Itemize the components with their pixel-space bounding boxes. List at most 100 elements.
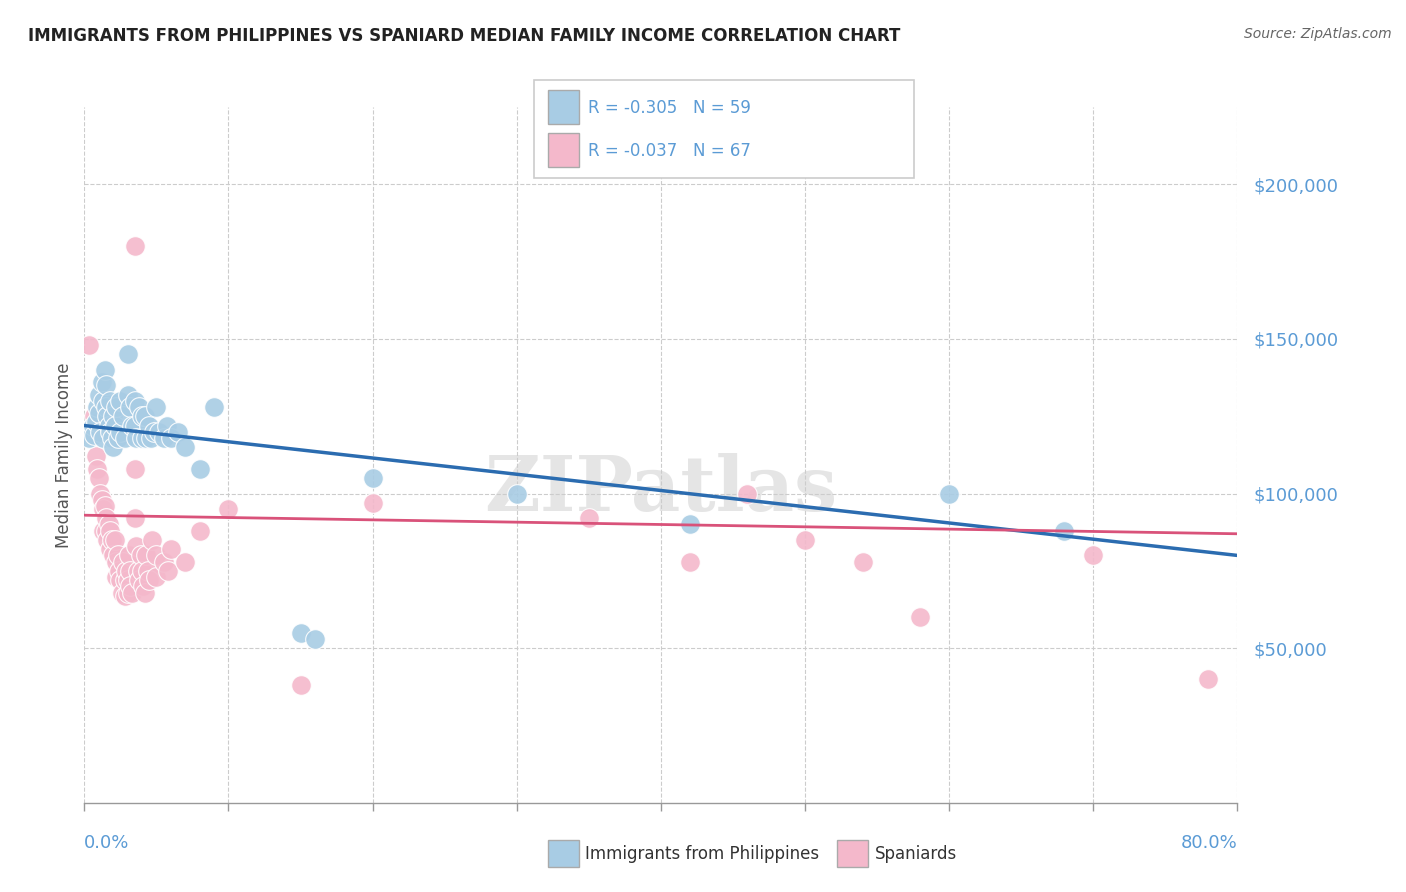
Point [138,418,160,433]
Y-axis label: Median Family Income: Median Family Income [55,362,73,548]
Point [134,409,156,424]
Point [110,425,132,439]
Point [156,564,179,578]
Text: Spaniards: Spaniards [875,845,956,863]
Point [135,549,157,563]
Point [188,462,211,476]
Point [89,425,111,439]
Point [160,542,183,557]
Point [142,425,165,439]
Point [89,486,111,500]
Point [103,409,124,424]
Point [103,440,124,454]
Point [506,486,529,500]
Point [134,585,156,599]
Point [124,418,146,433]
Text: ZIPatlas: ZIPatlas [484,453,838,526]
Point [91,393,114,408]
Point [100,533,122,547]
Point [141,533,163,547]
Point [97,418,120,433]
Point [145,570,167,584]
Point [87,406,110,420]
Point [94,524,117,538]
Point [131,409,153,424]
Point [120,579,142,593]
Point [132,579,155,593]
Text: IMMIGRANTS FROM PHILIPPINES VS SPANIARD MEDIAN FAMILY INCOME CORRELATION CHART: IMMIGRANTS FROM PHILIPPINES VS SPANIARD … [28,27,900,45]
Point [1053,524,1076,538]
Point [77,338,100,352]
Point [94,511,117,525]
Point [678,555,700,569]
Point [94,378,117,392]
Point [105,555,128,569]
Point [217,502,239,516]
Point [112,555,135,569]
Point [129,549,152,563]
Point [120,564,142,578]
Point [174,440,197,454]
Point [118,549,141,563]
Point [361,471,384,485]
Point [83,409,105,424]
Point [91,524,114,538]
Point [578,511,600,525]
Point [908,610,931,624]
Point [104,533,127,547]
Point [131,564,153,578]
Point [91,502,114,516]
Point [202,400,225,414]
Point [148,425,170,439]
Point [87,471,110,485]
Point [98,524,121,538]
Point [124,239,146,253]
Point [83,427,105,442]
Point [1197,672,1219,686]
Text: R = -0.305   N = 59: R = -0.305 N = 59 [588,99,751,117]
Point [124,462,146,476]
Point [125,539,148,553]
Point [145,400,167,414]
Point [108,564,131,578]
Point [121,418,143,433]
Text: Source: ZipAtlas.com: Source: ZipAtlas.com [1244,27,1392,41]
Point [87,387,110,401]
Point [117,347,139,361]
Point [91,431,114,445]
Point [114,431,136,445]
Point [737,486,759,500]
Point [167,425,190,439]
Point [128,573,150,587]
Point [110,393,132,408]
Point [111,585,134,599]
Point [112,409,135,424]
Point [98,542,121,557]
Point [135,431,157,445]
Text: 80.0%: 80.0% [1181,834,1237,852]
Point [77,431,100,445]
Point [188,524,211,538]
Point [124,511,146,525]
Point [97,517,120,532]
Point [93,363,115,377]
Point [94,400,117,414]
Point [136,564,159,578]
Point [152,555,174,569]
Point [117,585,139,599]
Point [98,393,121,408]
Point [678,517,700,532]
Point [90,376,112,390]
Point [128,400,150,414]
Point [160,431,183,445]
Point [84,450,107,464]
Point [124,393,146,408]
Point [103,549,124,563]
Point [100,431,122,445]
Point [90,492,112,507]
Point [105,570,128,584]
Point [110,573,132,587]
Point [107,431,129,445]
Point [304,632,326,646]
Point [114,589,136,603]
